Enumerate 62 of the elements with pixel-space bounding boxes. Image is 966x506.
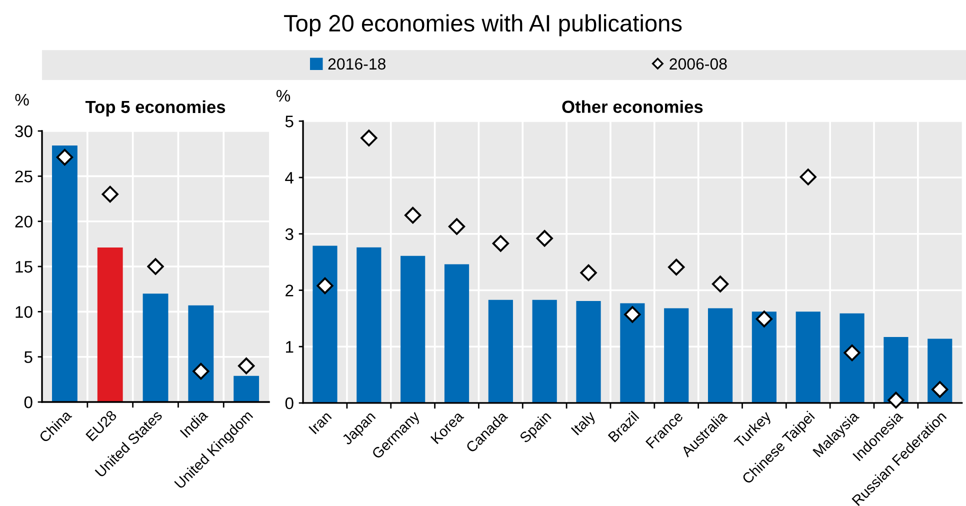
bar: [532, 300, 557, 403]
y-tick-label: 0: [24, 396, 32, 408]
point: [756, 310, 773, 328]
bar: [188, 305, 214, 402]
bar: [664, 308, 689, 403]
bar: [752, 312, 776, 403]
x-tick-label: Italy: [570, 410, 598, 438]
bar: [928, 338, 952, 403]
point: [932, 381, 948, 398]
point: [888, 392, 904, 408]
bar: [234, 376, 260, 402]
legend-label: 2006-08: [670, 58, 727, 70]
bar: [708, 308, 733, 403]
point: [56, 148, 74, 166]
y-tick-label: 4: [285, 172, 294, 184]
y-tick-label: 2: [286, 284, 294, 296]
bar: [576, 300, 601, 403]
point: [147, 258, 164, 275]
bar: [840, 313, 864, 403]
y-tick-label: 10: [16, 306, 32, 318]
point: [668, 258, 685, 276]
bar: [444, 264, 470, 403]
point: [360, 130, 378, 146]
y-axis-title: %: [15, 94, 29, 106]
point: [316, 277, 334, 294]
bar: [400, 256, 426, 403]
bar: [312, 246, 338, 403]
bar: [356, 247, 382, 403]
point: [624, 306, 641, 323]
bar: [884, 337, 908, 403]
y-tick-label: 30: [15, 125, 32, 138]
bar: [52, 145, 78, 402]
y-tick-label: 1: [286, 341, 294, 353]
y-tick-label: 5: [24, 351, 32, 364]
y-tick-label: 5: [285, 116, 294, 128]
chart-title: Top 5 economies: [85, 100, 226, 117]
point: [192, 362, 210, 380]
point: [580, 264, 597, 282]
y-tick-label: 0: [285, 397, 294, 410]
bar: [620, 303, 645, 403]
text: Top 20 economies with AI publications: [284, 14, 682, 36]
y-tick-label: 20: [15, 216, 32, 228]
point: [404, 206, 422, 224]
point: [102, 186, 118, 203]
y-tick-label: 15: [16, 261, 32, 273]
point: [492, 235, 510, 252]
bar: [796, 312, 820, 403]
point: [712, 276, 729, 292]
point: [800, 168, 816, 186]
point: [448, 218, 466, 235]
x-tick-label: Iran: [308, 410, 332, 434]
point: [844, 344, 860, 362]
point: [238, 358, 255, 374]
bar: [142, 294, 168, 402]
y-tick-label: 3: [285, 228, 294, 240]
y-tick-label: 25: [15, 170, 32, 182]
chart-title: Other economies: [562, 100, 703, 113]
y-axis-title: %: [276, 90, 290, 102]
legend-label: 2016-18: [328, 58, 386, 70]
point: [536, 230, 553, 247]
bar: [97, 248, 123, 402]
bar: [488, 300, 513, 403]
